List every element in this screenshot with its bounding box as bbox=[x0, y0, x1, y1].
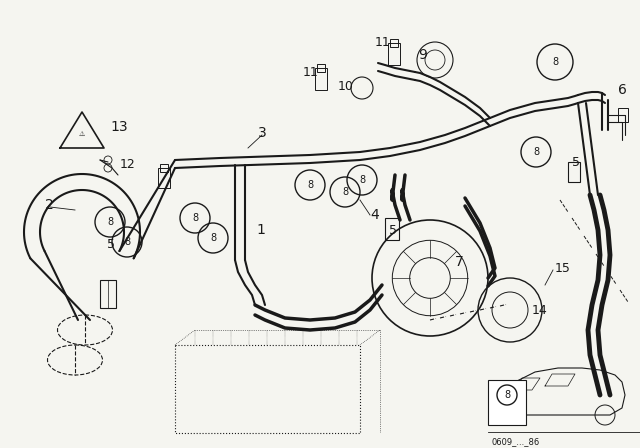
Text: 14: 14 bbox=[532, 303, 548, 316]
Bar bbox=[568, 162, 580, 182]
Text: 11: 11 bbox=[375, 35, 391, 48]
Text: 3: 3 bbox=[258, 126, 267, 140]
Text: 8: 8 bbox=[533, 147, 539, 157]
Text: 10: 10 bbox=[338, 79, 354, 92]
Bar bbox=[618, 108, 628, 122]
Text: 2: 2 bbox=[45, 198, 54, 212]
Text: ⚠: ⚠ bbox=[79, 131, 85, 137]
Text: 7: 7 bbox=[455, 255, 464, 269]
Bar bbox=[315, 68, 327, 90]
Text: 9: 9 bbox=[418, 48, 427, 62]
Text: 5: 5 bbox=[389, 224, 397, 237]
Text: 5: 5 bbox=[107, 238, 115, 251]
Bar bbox=[488, 380, 526, 425]
Text: 8: 8 bbox=[342, 187, 348, 197]
Text: 6: 6 bbox=[618, 83, 627, 97]
Text: 13: 13 bbox=[110, 120, 127, 134]
Text: 0609_..._86: 0609_..._86 bbox=[492, 438, 540, 447]
Text: 8: 8 bbox=[107, 217, 113, 227]
Bar bbox=[175, 345, 360, 433]
Text: 8: 8 bbox=[124, 237, 130, 247]
Bar bbox=[385, 218, 399, 240]
Text: 8: 8 bbox=[504, 390, 510, 400]
Text: 8: 8 bbox=[359, 175, 365, 185]
Bar bbox=[160, 164, 168, 172]
Text: 5: 5 bbox=[572, 155, 580, 168]
Text: 8: 8 bbox=[192, 213, 198, 223]
Bar bbox=[100, 280, 116, 308]
Bar bbox=[317, 64, 325, 72]
Text: 12: 12 bbox=[120, 159, 136, 172]
Text: 11: 11 bbox=[303, 65, 319, 78]
Bar bbox=[158, 168, 170, 188]
Text: 1: 1 bbox=[256, 223, 265, 237]
Bar bbox=[388, 43, 400, 65]
Bar bbox=[390, 39, 398, 47]
Text: 8: 8 bbox=[307, 180, 313, 190]
Text: 8: 8 bbox=[552, 57, 558, 67]
Text: 4: 4 bbox=[370, 208, 379, 222]
Text: 8: 8 bbox=[210, 233, 216, 243]
Text: 15: 15 bbox=[555, 262, 571, 275]
